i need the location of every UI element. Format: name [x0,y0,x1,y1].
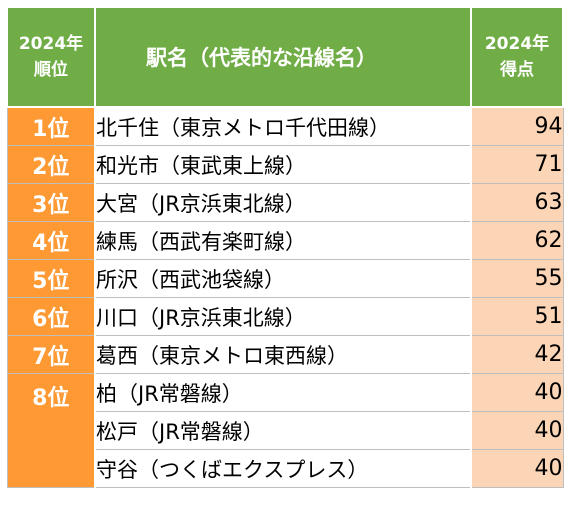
rank-column-header: 2024年 順位 [6,6,96,108]
score-column-header: 2024年 得点 [470,6,564,108]
score-cell: 40 [470,411,564,450]
station-cell: 所沢（西武池袋線） [94,259,472,298]
station-cell: 守谷（つくばエクスプレス） [94,449,472,488]
rank-cell: 4位 [6,221,96,260]
table-row: 1位 北千住（東京メトロ千代田線） 94 [6,106,564,146]
table-row: 守谷（つくばエクスプレス） 40 [7,449,564,488]
station-cell: 練馬（西武有楽町線） [94,221,472,260]
table-row: 6位 川口（JR京浜東北線） 51 [6,297,564,336]
station-cell: 北千住（東京メトロ千代田線） [94,106,472,146]
table-row: 3位 大宮（JR京浜東北線） 63 [6,183,564,222]
station-cell: 和光市（東武東上線） [94,145,472,184]
rank-header-line2: 順位 [34,60,68,80]
rank-header-line1: 2024年 [18,34,84,54]
score-cell: 94 [470,106,564,146]
score-cell: 40 [470,373,564,412]
score-cell: 40 [470,449,564,488]
table-row: 5位 所沢（西武池袋線） 55 [6,259,564,298]
table-row: 7位 葛西（東京メトロ東西線） 42 [6,335,564,374]
rank-cell: 3位 [6,183,96,222]
rank-cell: 7位 [6,335,96,374]
score-header-line2: 得点 [500,60,534,80]
station-cell: 柏（JR常磐線） [94,373,472,412]
score-header-line1: 2024年 [484,34,550,54]
score-cell: 71 [470,145,564,184]
score-cell: 62 [470,221,564,260]
score-cell: 55 [470,259,564,298]
table-row: 8位 柏（JR常磐線） 40 [6,373,564,488]
station-cell: 川口（JR京浜東北線） [94,297,472,336]
rank-cell: 1位 [6,106,96,146]
ranking-table: 2024年 順位 駅名（代表的な沿線名） 2024年 得点 1位 北千住（東京メ… [6,6,564,488]
station-cell: 松戸（JR常磐線） [94,411,472,450]
header-row: 2024年 順位 駅名（代表的な沿線名） 2024年 得点 [6,6,564,108]
rank-cell: 5位 [6,259,96,298]
table-row: 4位 練馬（西武有楽町線） 62 [6,221,564,260]
station-cell: 大宮（JR京浜東北線） [94,183,472,222]
station-cell: 葛西（東京メトロ東西線） [94,335,472,374]
score-cell: 42 [470,335,564,374]
rank-cell: 8位 [6,373,96,488]
table-row: 2位 和光市（東武東上線） 71 [6,145,564,184]
station-column-header: 駅名（代表的な沿線名） [94,6,472,108]
rank-cell: 2位 [6,145,96,184]
rank-cell: 6位 [6,297,96,336]
score-cell: 51 [470,297,564,336]
score-cell: 63 [470,183,564,222]
table-row: 松戸（JR常磐線） 40 [7,411,564,450]
